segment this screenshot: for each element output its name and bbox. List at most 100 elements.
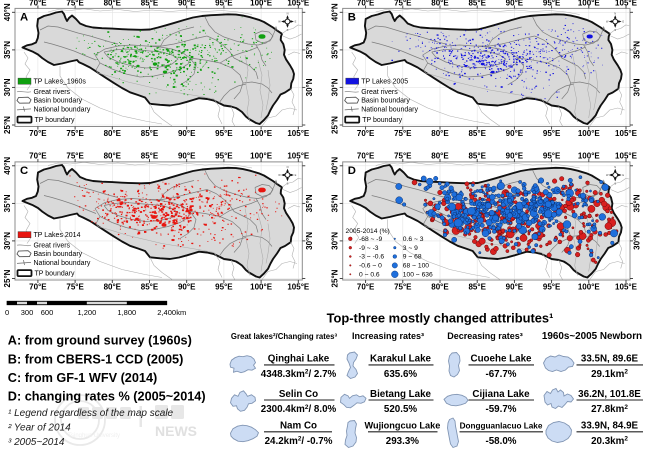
svg-text:70°E: 70°E: [357, 129, 375, 138]
svg-text:C: C: [20, 165, 28, 177]
svg-text:-3 ~ -0.6: -3 ~ -0.6: [359, 254, 384, 261]
svg-text:9 ~ 68: 9 ~ 68: [403, 254, 422, 261]
svg-text:75°E: 75°E: [394, 282, 412, 291]
svg-text:95°E: 95°E: [543, 282, 561, 291]
svg-text:520.5%: 520.5%: [384, 404, 418, 415]
svg-text:95°E: 95°E: [543, 152, 561, 161]
svg-text:N: N: [614, 11, 616, 15]
svg-text:24.2km2​/ -0.7%: 24.2km2​/ -0.7%: [265, 436, 333, 447]
svg-text:105°E: 105°E: [287, 152, 310, 161]
svg-text:25°N: 25°N: [331, 116, 340, 134]
svg-text:80°E: 80°E: [104, 129, 122, 138]
svg-text:Nam Co: Nam Co: [280, 421, 317, 432]
svg-text:20.3km2​: 20.3km2​: [591, 436, 628, 447]
svg-text:33.9N, 84.9E: 33.9N, 84.9E: [581, 421, 639, 432]
svg-text:Tsinghua University: Tsinghua University: [68, 433, 120, 439]
svg-text:N: N: [287, 11, 289, 15]
svg-text:75°E: 75°E: [394, 129, 412, 138]
svg-text:80°E: 80°E: [431, 152, 449, 161]
svg-text:85°E: 85°E: [141, 282, 159, 291]
svg-text:2,400: 2,400: [157, 308, 176, 317]
svg-text:S: S: [614, 28, 616, 32]
svg-text:85°E: 85°E: [468, 129, 486, 138]
svg-text:Basin boundary: Basin boundary: [34, 97, 83, 104]
svg-text:293.3%: 293.3%: [386, 436, 420, 447]
svg-text:30°N: 30°N: [633, 78, 642, 96]
svg-text:90°E: 90°E: [178, 152, 196, 161]
svg-text:105°E: 105°E: [615, 129, 638, 138]
svg-text:S: S: [614, 182, 616, 186]
svg-text:100°E: 100°E: [578, 152, 601, 161]
svg-text:90°E: 90°E: [506, 129, 524, 138]
svg-text:B: B: [348, 12, 356, 24]
svg-text:90°E: 90°E: [178, 282, 196, 291]
svg-text:95°E: 95°E: [543, 129, 561, 138]
svg-text:E: E: [295, 173, 297, 177]
svg-text:³ 2005~2014: ³ 2005~2014: [8, 437, 65, 448]
svg-text:25°N: 25°N: [3, 269, 12, 287]
svg-text:National boundary: National boundary: [361, 107, 418, 114]
svg-text:80°E: 80°E: [431, 129, 449, 138]
svg-text:Basin boundary: Basin boundary: [34, 251, 83, 258]
svg-text:1960s~2005 Newborn: 1960s~2005 Newborn: [542, 331, 642, 342]
svg-text:Increasing rates³: Increasing rates³: [352, 331, 424, 341]
svg-text:75°E: 75°E: [66, 282, 84, 291]
svg-text:0.6 ~ 3: 0.6 ~ 3: [403, 236, 424, 243]
svg-text:Karakul Lake: Karakul Lake: [370, 354, 432, 365]
svg-text:85°E: 85°E: [141, 129, 159, 138]
svg-text:90°E: 90°E: [506, 282, 524, 291]
svg-text:75°E: 75°E: [66, 0, 84, 8]
svg-text:70°E: 70°E: [357, 282, 375, 291]
svg-text:Bietang Lake: Bietang Lake: [370, 389, 432, 400]
svg-text:A: A: [20, 12, 28, 24]
svg-text:3 ~ 9: 3 ~ 9: [403, 245, 418, 252]
svg-text:TP boundary: TP boundary: [362, 117, 402, 124]
svg-text:Decreasing rates³: Decreasing rates³: [447, 331, 523, 341]
svg-text:25°N: 25°N: [3, 116, 12, 134]
svg-text:Top-three mostly changed attri: Top-three mostly changed attributes¹: [327, 310, 554, 325]
svg-text:70°E: 70°E: [29, 282, 47, 291]
svg-text:70°E: 70°E: [357, 0, 375, 8]
svg-text:80°E: 80°E: [104, 152, 122, 161]
svg-text:105°E: 105°E: [615, 0, 638, 8]
svg-text:E: E: [622, 20, 624, 24]
svg-text:35°N: 35°N: [3, 194, 12, 212]
svg-text:100°E: 100°E: [578, 282, 601, 291]
svg-text:² Year of 2014: ² Year of 2014: [8, 423, 71, 434]
svg-text:30°N: 30°N: [3, 78, 12, 96]
svg-text:70°E: 70°E: [29, 129, 47, 138]
svg-text:D: D: [348, 165, 356, 177]
svg-text:30°N: 30°N: [305, 78, 314, 96]
svg-text:35°N: 35°N: [633, 194, 642, 212]
svg-text:100 ~ 636: 100 ~ 636: [403, 272, 433, 279]
svg-text:Great lakes²/Changing rates³: Great lakes²/Changing rates³: [231, 332, 338, 341]
svg-text:80°E: 80°E: [104, 0, 122, 8]
svg-text:30°N: 30°N: [3, 232, 12, 250]
svg-text:-67.7%: -67.7%: [485, 369, 516, 380]
svg-text:40°N: 40°N: [3, 157, 12, 175]
svg-text:Great rivers: Great rivers: [361, 89, 398, 96]
svg-text:40°N: 40°N: [3, 3, 12, 21]
svg-text:35°N: 35°N: [633, 41, 642, 59]
svg-text:Dongguanlacuo Lake: Dongguanlacuo Lake: [460, 422, 543, 431]
svg-text:30°N: 30°N: [305, 232, 314, 250]
svg-text:29.1km2​: 29.1km2​: [591, 369, 628, 380]
svg-text:S: S: [287, 28, 289, 32]
svg-text:100°E: 100°E: [578, 0, 601, 8]
svg-text:95°E: 95°E: [543, 0, 561, 8]
svg-text:C: from GF-1 WFV (2014): C: from GF-1 WFV (2014): [8, 371, 157, 385]
svg-text:70°E: 70°E: [29, 0, 47, 8]
svg-text:TP Lakes 2014: TP Lakes 2014: [34, 232, 81, 239]
svg-text:36.2N, 101.8E: 36.2N, 101.8E: [578, 389, 641, 400]
svg-text:TP boundary: TP boundary: [35, 117, 75, 124]
svg-text:-59.7%: -59.7%: [485, 404, 516, 415]
svg-text:635.6%: 635.6%: [384, 369, 418, 380]
svg-text:85°E: 85°E: [468, 152, 486, 161]
svg-text:300: 300: [21, 308, 34, 317]
svg-text:85°E: 85°E: [141, 0, 159, 8]
svg-text:1,200: 1,200: [78, 308, 97, 317]
svg-text:75°E: 75°E: [394, 152, 412, 161]
svg-text:Qinghai Lake: Qinghai Lake: [268, 354, 330, 365]
svg-text:75°E: 75°E: [394, 0, 412, 8]
svg-text:B: from CBERS-1 CCD (2005): B: from CBERS-1 CCD (2005): [8, 352, 184, 366]
